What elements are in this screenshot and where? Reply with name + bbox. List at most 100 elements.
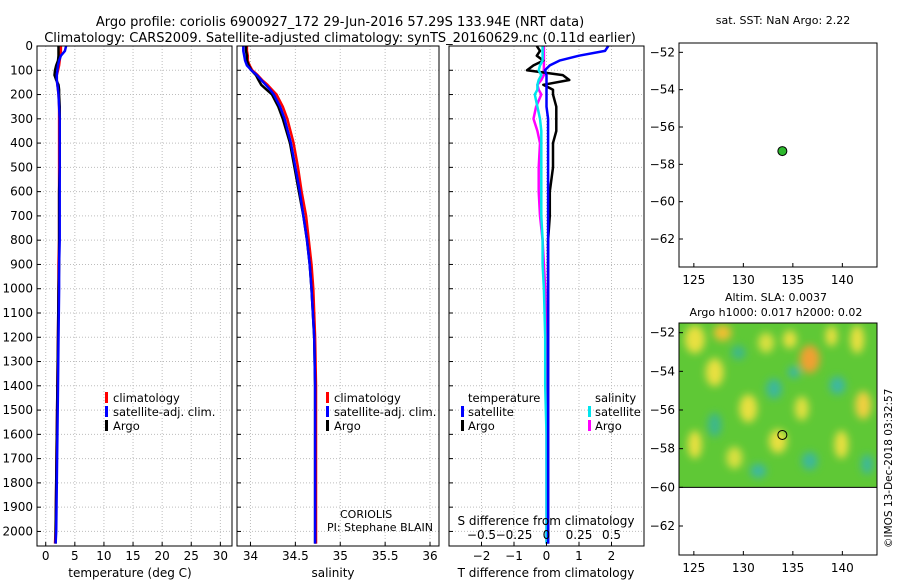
sla-map-marker-layer bbox=[777, 429, 788, 440]
sst-map-title: sat. SST: NaN Argo: 2.22 bbox=[716, 14, 850, 27]
legend-label-satellite: satellite-adj. clim. bbox=[334, 405, 436, 419]
depth-tick-label: 1100 bbox=[2, 306, 33, 320]
depth-tick-label: 0 bbox=[25, 39, 33, 53]
legend-label-temp-satellite: satellite bbox=[468, 405, 514, 419]
temperature-xlabel: temperature (deg C) bbox=[68, 566, 191, 580]
depth-tick-label: 100 bbox=[10, 63, 33, 77]
salinity-satellite-line bbox=[242, 46, 317, 544]
x-tick-label: 34.5 bbox=[282, 549, 309, 563]
x-tick-label: 35.5 bbox=[372, 549, 399, 563]
title-line1: Argo profile: coriolis 6900927_172 29-Ju… bbox=[96, 15, 584, 30]
map-y-tick-label: −52 bbox=[650, 45, 675, 59]
sla-anomaly bbox=[850, 325, 865, 354]
depth-tick-label: 1200 bbox=[2, 330, 33, 344]
map-x-tick-label: 125 bbox=[682, 273, 705, 287]
credit-line2: PI: Stephane BLAIN bbox=[327, 521, 433, 534]
sla-anomaly bbox=[829, 376, 846, 395]
depth-tick-label: 600 bbox=[10, 185, 33, 199]
x-tick-label: −1 bbox=[505, 549, 523, 563]
map-x-tick-label: 135 bbox=[781, 561, 804, 575]
difference-xticks: −2 −1 0 1 2 bbox=[449, 45, 615, 563]
sla-anomaly bbox=[726, 446, 743, 469]
temperature-lines bbox=[53, 45, 68, 544]
map-y-tick-label: −54 bbox=[650, 364, 675, 378]
map-x-tick-label: 130 bbox=[732, 273, 755, 287]
legend-swatch-sal-satellite bbox=[588, 406, 591, 417]
legend-label-climatology: climatology bbox=[334, 391, 401, 405]
depth-tick-label: 500 bbox=[10, 160, 33, 174]
x-tick-label: 34 bbox=[243, 549, 258, 563]
legend-label-climatology: climatology bbox=[113, 391, 180, 405]
argo-location-marker bbox=[777, 429, 788, 440]
s-tick-label: −0.25 bbox=[496, 528, 533, 542]
sla-anomaly bbox=[705, 358, 724, 387]
diff-sal-satellite-line bbox=[533, 46, 548, 544]
depth-tick-label: 200 bbox=[10, 88, 33, 102]
sla-map-title-line1: Altim. SLA: 0.0037 bbox=[725, 291, 827, 304]
sla-anomaly bbox=[794, 396, 809, 421]
map-x-tick-label: 140 bbox=[831, 561, 854, 575]
temperature-satellite-line bbox=[54, 45, 68, 544]
legend-label-argo: Argo bbox=[113, 419, 140, 433]
sla-field bbox=[679, 323, 877, 488]
x-tick-label: 35 bbox=[333, 549, 348, 563]
map-y-tick-label: −58 bbox=[650, 442, 675, 456]
depth-tick-label: 1700 bbox=[2, 452, 33, 466]
sla-map-title-line2: Argo h1000: 0.017 h2000: 0.02 bbox=[690, 306, 863, 319]
salinity-legend: climatology satellite-adj. clim. Argo bbox=[326, 391, 436, 433]
x-tick-label: 0 bbox=[42, 549, 50, 563]
sst-map-frame bbox=[678, 42, 878, 268]
map-y-tick-label: −60 bbox=[650, 480, 675, 494]
sla-anomaly bbox=[750, 463, 767, 478]
s-tick-label: −0.5 bbox=[467, 528, 496, 542]
temperature-xticks: 0 5 10 15 20 25 30 bbox=[37, 45, 228, 563]
temperature-grid bbox=[37, 45, 232, 546]
x-tick-label: 15 bbox=[125, 549, 140, 563]
s-tick-label: 0 bbox=[543, 528, 551, 542]
sla-anomaly bbox=[758, 332, 775, 353]
sst-map-marker-layer bbox=[777, 146, 788, 157]
legend-swatch-argo bbox=[326, 420, 329, 431]
depth-tick-label: 700 bbox=[10, 209, 33, 223]
sla-anomaly bbox=[801, 452, 818, 471]
map-y-tick-label: −54 bbox=[650, 83, 675, 97]
map-y-tick-label: −52 bbox=[650, 326, 675, 340]
depth-tick-label: 1300 bbox=[2, 355, 33, 369]
x-tick-label: 1 bbox=[575, 549, 583, 563]
x-tick-label: 0 bbox=[543, 549, 551, 563]
sla-anomaly bbox=[684, 325, 705, 354]
map-y-tick-label: −58 bbox=[650, 157, 675, 171]
sla-anomaly bbox=[713, 324, 732, 341]
salinity-grid bbox=[237, 45, 439, 546]
sla-anomaly bbox=[782, 330, 797, 349]
map-y-tick-label: −62 bbox=[650, 519, 675, 533]
sla-anomaly bbox=[861, 454, 874, 475]
map-x-tick-label: 125 bbox=[682, 561, 705, 575]
legend-swatch-climatology bbox=[105, 392, 108, 403]
map-y-tick-label: −56 bbox=[650, 403, 675, 417]
salinity-xlabel: salinity bbox=[311, 566, 354, 580]
map-y-tick-label: −60 bbox=[650, 195, 675, 209]
difference-legend: temperature satellite Argo salinity sate… bbox=[461, 391, 641, 433]
x-tick-label: 36 bbox=[422, 549, 437, 563]
temperature-panel: 0 5 10 15 20 25 30 temperature (deg C) climato… bbox=[36, 45, 233, 580]
map-x-tick-label: 130 bbox=[732, 561, 755, 575]
sla-map-frame bbox=[678, 322, 878, 556]
legend-swatch-satellite bbox=[105, 406, 108, 417]
diff-sal-argo-line bbox=[532, 46, 548, 544]
title-line2: Climatology: CARS2009. Satellite-adjuste… bbox=[44, 31, 636, 46]
difference-panel: −2 −1 0 1 2 −0.5 −0.25 0 0.25 0.5 S difference f… bbox=[448, 45, 645, 580]
sla-background bbox=[679, 323, 877, 488]
sla-anomaly bbox=[799, 345, 820, 374]
depth-tick-label: 800 bbox=[10, 233, 33, 247]
x-tick-label: 5 bbox=[71, 549, 79, 563]
diff-temp-satellite-line bbox=[543, 45, 610, 544]
sla-anomaly bbox=[834, 430, 849, 459]
sla-anomaly bbox=[739, 394, 758, 423]
depth-tick-label: 400 bbox=[10, 136, 33, 150]
x-tick-label: 30 bbox=[213, 549, 228, 563]
legend-swatch-sal-argo bbox=[588, 420, 591, 431]
legend-label-argo: Argo bbox=[334, 419, 361, 433]
depth-tick-label: 1400 bbox=[2, 379, 33, 393]
depth-tick-label: 1000 bbox=[2, 282, 33, 296]
